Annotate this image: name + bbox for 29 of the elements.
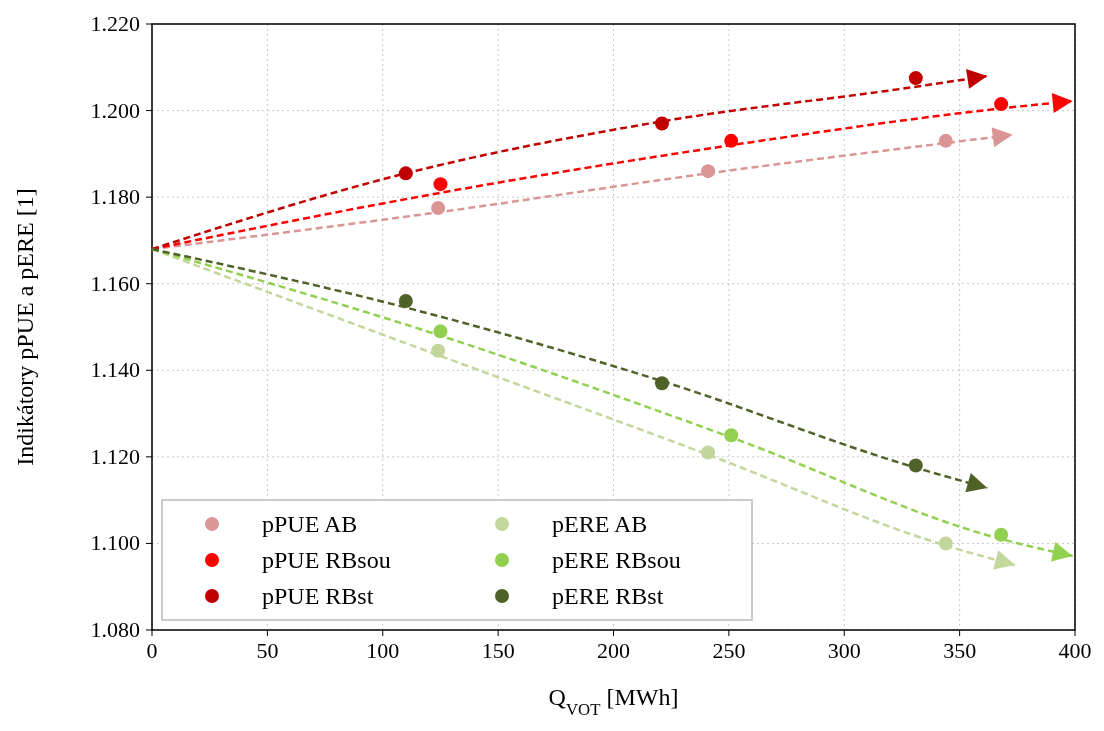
x-tick-label: 300 (827, 638, 861, 663)
legend-label: pPUE RBst (262, 583, 374, 609)
point (994, 527, 1009, 542)
legend-label: pERE RBsou (552, 547, 681, 573)
y-axis-title: Indikátory pPUE a pERE [1] (12, 188, 38, 466)
legend-label: pERE AB (552, 511, 648, 537)
point (433, 177, 448, 192)
x-axis-title: Q$_{VOT}$ [MWh] (548, 684, 679, 719)
legend-label: pPUE RBsou (262, 547, 391, 573)
y-tick-label: 1.160 (90, 270, 140, 296)
x-tick-label: 50 (256, 638, 279, 663)
y-tick-label: 1.220 (90, 11, 140, 36)
x-tick-label: 250 (712, 638, 746, 663)
x-tick-label: 350 (943, 638, 977, 663)
x-tick-label: 150 (481, 638, 515, 663)
y-tick-label: 1.200 (90, 97, 140, 123)
legend-label: pERE RBst (552, 583, 664, 609)
y-tick-label: 1.120 (90, 443, 140, 469)
legend-label: pPUE AB (262, 511, 358, 537)
x-tick-label: 0 (146, 638, 158, 663)
y-tick-label: 1.180 (90, 184, 140, 210)
x-tick-label: 100 (366, 638, 400, 663)
y-tick-label: 1.100 (90, 530, 140, 556)
y-tick-label: 1.140 (90, 357, 140, 383)
point (908, 71, 923, 86)
y-tick-label: 1.080 (90, 617, 140, 642)
x-tick-label: 400 (1058, 638, 1092, 663)
x-tick-label: 200 (597, 638, 630, 663)
point (398, 294, 413, 309)
